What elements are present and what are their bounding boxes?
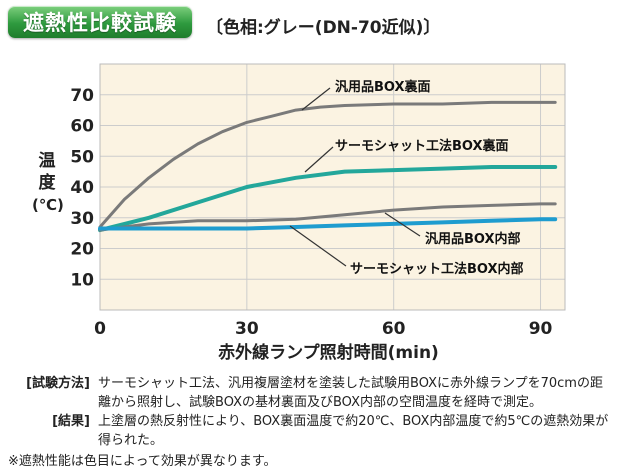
series-line-1	[98, 100, 557, 229]
x-tick-label: 60	[382, 319, 406, 339]
y-tick-label: 50	[70, 147, 94, 167]
note-method-text: サーモシャット工法、汎用複層塗材を塗装した試験用BOXに赤外線ランプを70cmの…	[98, 376, 603, 410]
series-label-4: サーモシャット工法BOX内部	[350, 261, 524, 277]
y-tick-label: 40	[70, 178, 94, 198]
x-tick-label: 30	[235, 319, 259, 339]
footnote: ※遮熱性能は色目によって効果が異なります。	[8, 454, 277, 469]
chart-title-badge: 遮熱性比較試験	[8, 6, 192, 38]
y-tick-label: 30	[70, 209, 94, 229]
y-axis-unit: (℃)	[32, 196, 64, 214]
series-label-3: 汎用品BOX内部	[425, 231, 521, 247]
x-tick-label: 0	[94, 319, 106, 339]
x-tick-label: 90	[529, 319, 553, 339]
y-axis-label-char-1: 温	[38, 151, 56, 171]
x-axis-label: 赤外線ランプ照射時間(min)	[218, 343, 439, 363]
plot-frame	[99, 63, 566, 311]
chart-title: 遮熱性比較試験	[23, 11, 177, 35]
y-tick-label: 20	[70, 240, 94, 260]
series-leader-line-4	[289, 225, 347, 267]
chart-area: 10 20 30 40 50 60 70 0 30 60 90 汎用品BOX裏面サーモシャット工法BO…	[70, 63, 566, 339]
y-tick-label: 10	[70, 270, 94, 290]
note-method-label: [試験方法]	[26, 376, 90, 391]
note-result: [結果] 上塗層の熱反射性により、BOX裏面温度で約20℃、BOX内部温度で約5…	[8, 412, 610, 450]
series-leader-line-2	[304, 146, 334, 173]
series-line-4	[98, 217, 558, 231]
chart-subtitle: 〔色相:グレー(DN-70近似)〕	[206, 18, 441, 38]
y-tick-label: 70	[70, 86, 94, 106]
series-label-2: サーモシャット工法BOX裏面	[335, 138, 509, 154]
y-tick-label: 60	[70, 117, 94, 137]
notes-section: [試験方法] サーモシャット工法、汎用複層塗材を塗装した試験用BOXに赤外線ラン…	[8, 374, 610, 471]
series-leader-line-1	[301, 87, 331, 111]
series-leader-line-3	[384, 212, 421, 237]
series-line-3	[98, 202, 557, 232]
series-line-2	[98, 165, 558, 233]
note-method: [試験方法] サーモシャット工法、汎用複層塗材を塗装した試験用BOXに赤外線ラン…	[8, 374, 610, 412]
y-axis-label-char-2: 度	[38, 173, 56, 193]
series-label-1: 汎用品BOX裏面	[335, 79, 431, 95]
y-axis-label: 温 度 (℃)	[32, 150, 64, 216]
note-result-text: 上塗層の熱反射性により、BOX裏面温度で約20℃、BOX内部温度で約5℃の遮熱効…	[98, 414, 609, 448]
note-result-label: [結果]	[52, 414, 90, 429]
